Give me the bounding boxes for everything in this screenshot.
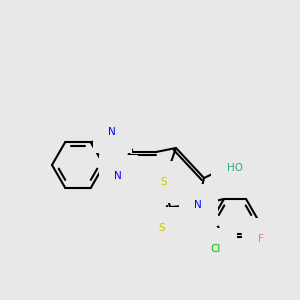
Text: N: N — [194, 200, 202, 210]
Text: HO: HO — [227, 163, 243, 173]
Text: F: F — [258, 234, 264, 244]
Text: S: S — [159, 223, 165, 233]
Text: S: S — [161, 177, 167, 187]
Text: N: N — [108, 127, 116, 137]
Text: N: N — [114, 171, 122, 181]
Text: Cl: Cl — [211, 244, 221, 254]
